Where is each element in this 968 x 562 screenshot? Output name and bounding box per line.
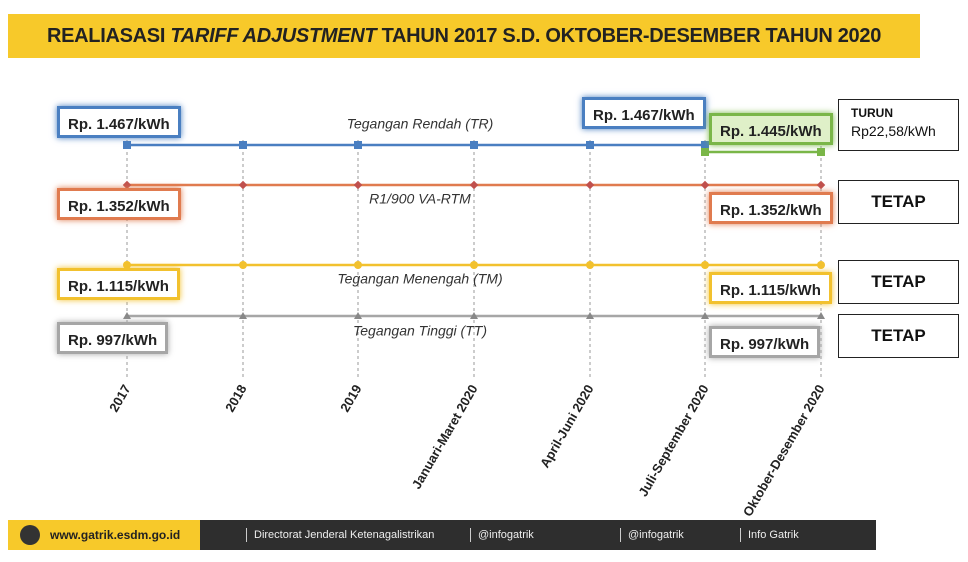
title: REALIASASI — [46, 24, 171, 47]
point — [239, 141, 247, 149]
start-price: Rp. 997/kWh — [57, 322, 169, 354]
start-price: Rp. 1.467/kWh — [57, 106, 181, 138]
point — [586, 261, 594, 269]
point — [470, 261, 478, 269]
point — [353, 180, 363, 190]
point — [239, 312, 247, 319]
period-label: Januari-Maret 2020 — [409, 382, 481, 492]
point — [586, 312, 594, 319]
point — [817, 312, 825, 319]
point — [701, 261, 709, 269]
period-label: Oktober-Desember 2020 — [740, 382, 828, 519]
point — [816, 180, 826, 190]
point — [470, 312, 478, 319]
line-name: Tegangan Menengah (TM) — [337, 271, 502, 287]
separator — [246, 528, 247, 542]
start-price: Rp. 1.352/kWh — [57, 188, 181, 220]
status-detail: Rp22,58/kWh — [851, 123, 936, 139]
title-banner: REALIASASI TARIFF ADJUSTMENT TAHUN 2017 … — [8, 14, 920, 58]
footer: www.gatrik.esdm.go.id Directorat Jendera… — [8, 520, 876, 550]
point — [354, 141, 362, 149]
line-name: R1/900 VA-RTM — [369, 191, 471, 207]
footer-yellow — [8, 520, 208, 550]
status: TETAP — [838, 260, 959, 304]
end-price: Rp. 1.352/kWh — [709, 192, 833, 224]
instagram: @infogatrik — [628, 529, 684, 541]
point — [123, 141, 131, 149]
twitter: @infogatrik — [478, 529, 534, 541]
point — [469, 180, 479, 190]
point — [817, 148, 825, 156]
website: www.gatrik.esdm.go.id — [50, 528, 181, 542]
point — [354, 261, 362, 269]
point — [123, 312, 131, 319]
point — [354, 312, 362, 319]
footer-dark — [200, 520, 876, 550]
point — [586, 141, 594, 149]
point — [123, 261, 131, 269]
point — [700, 180, 710, 190]
point — [817, 261, 825, 269]
period-label: 2017 — [106, 382, 133, 415]
separator — [470, 528, 471, 542]
end-price: Rp. 1.115/kWh — [709, 272, 832, 304]
point — [701, 148, 709, 156]
status-label: TURUN — [851, 106, 893, 120]
point — [470, 141, 478, 149]
point — [239, 261, 247, 269]
separator — [620, 528, 621, 542]
point — [238, 180, 248, 190]
end-price: Rp. 997/kWh — [709, 326, 821, 358]
middle-price: Rp. 1.467/kWh — [582, 97, 706, 129]
period-label: 2019 — [337, 382, 364, 415]
line-name: Tegangan Tinggi (TT) — [353, 323, 487, 339]
period-label: 2018 — [222, 382, 249, 415]
status: TETAP — [838, 180, 959, 224]
youtube: Info Gatrik — [748, 529, 799, 541]
status: TETAP — [838, 314, 959, 358]
point — [585, 180, 595, 190]
point — [701, 312, 709, 319]
point — [122, 180, 132, 190]
separator — [740, 528, 741, 542]
point — [701, 141, 709, 149]
line-name: Tegangan Rendah (TR) — [347, 116, 494, 132]
title-emphasis: TARIFF ADJUSTMENT — [170, 24, 377, 47]
period-label: Juli-September 2020 — [635, 382, 711, 499]
end-price: Rp. 1.445/kWh — [709, 113, 833, 145]
status: TURUN Rp22,58/kWh — [838, 99, 959, 151]
logo — [20, 525, 40, 545]
start-price: Rp. 1.115/kWh — [57, 268, 180, 300]
facebook: Directorat Jenderal Ketenagalistrikan — [254, 529, 435, 541]
title: TAHUN 2017 S.D. OKTOBER-DESEMBER TAHUN 2… — [376, 24, 882, 47]
period-label: April-Juni 2020 — [537, 382, 597, 470]
